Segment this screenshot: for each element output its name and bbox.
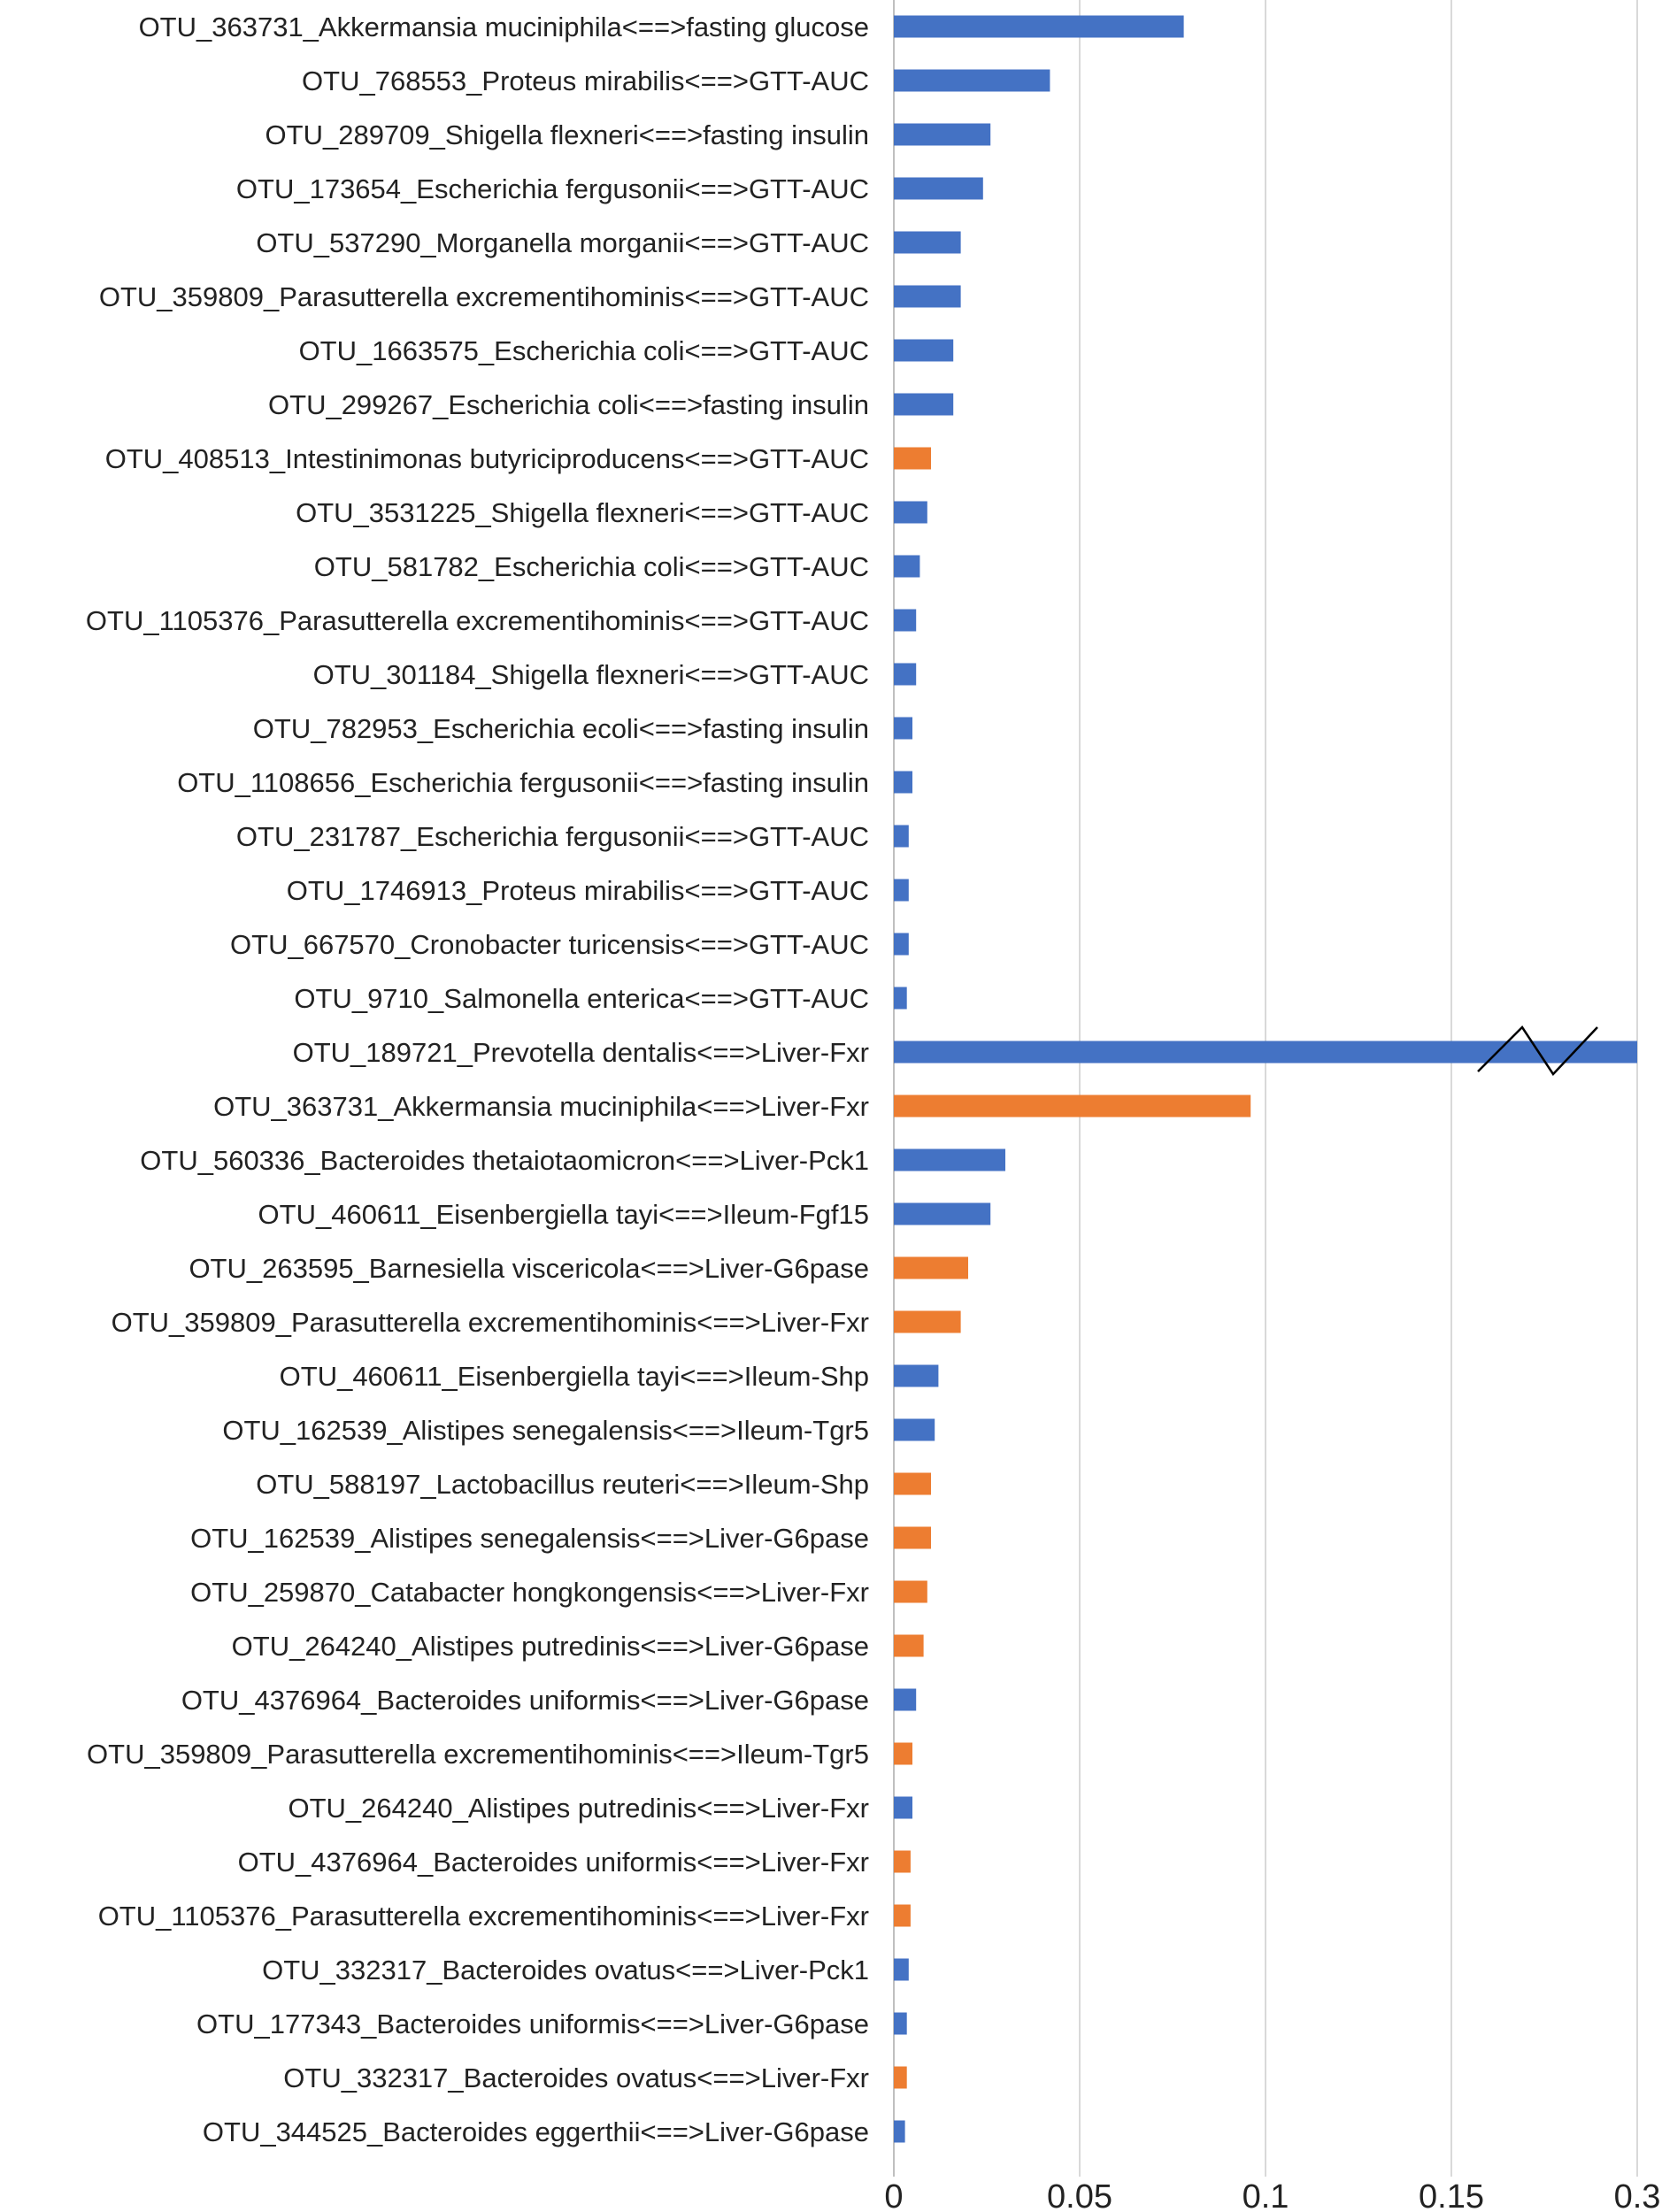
category-label: OTU_359809_Parasutterella excrementihomi… <box>87 1739 869 1770</box>
category-label: OTU_289709_Shigella flexneri<==>fasting … <box>265 119 869 150</box>
bar <box>894 2120 905 2143</box>
bar <box>894 1418 935 1441</box>
category-label: OTU_259870_Catabacter hongkongensis<==>L… <box>190 1577 869 1608</box>
category-label: OTU_173654_Escherichia fergusonii<==>GTT… <box>236 173 869 204</box>
bar <box>894 1041 1637 1064</box>
bar <box>894 1688 917 1711</box>
category-label: OTU_189721_Prevotella dentalis<==>Liver-… <box>293 1037 869 1068</box>
category-label: OTU_560336_Bacteroides thetaiotaomicron<… <box>140 1145 869 1176</box>
bar <box>894 1364 939 1387</box>
category-label: OTU_3531225_Shigella flexneri<==>GTT-AUC <box>296 497 869 528</box>
bar <box>894 2066 907 2089</box>
axis-break-marker <box>1477 1025 1598 1077</box>
bar <box>894 825 909 848</box>
category-label: OTU_344525_Bacteroides eggerthii<==>Live… <box>203 2116 869 2147</box>
bar <box>894 393 954 416</box>
x-axis-tick-labels: 0 0.05 0.1 0.15 0.3 <box>884 2178 1660 2212</box>
category-label: OTU_1105376_Parasutterella excrementihom… <box>98 1901 869 1932</box>
category-label: OTU_1746913_Proteus mirabilis<==>GTT-AUC <box>287 875 869 906</box>
category-label: OTU_332317_Bacteroides ovatus<==>Liver-P… <box>262 1955 869 1985</box>
category-label: OTU_768553_Proteus mirabilis<==>GTT-AUC <box>302 65 869 96</box>
bar <box>894 609 917 632</box>
bar <box>894 771 912 794</box>
bar <box>894 1850 911 1873</box>
category-label: OTU_301184_Shigella flexneri<==>GTT-AUC <box>313 659 869 690</box>
bar <box>894 1958 909 1981</box>
gridlines <box>893 0 1638 2177</box>
bar <box>894 1472 931 1495</box>
bar <box>894 663 917 686</box>
bar <box>894 231 961 254</box>
bar <box>894 1742 912 1765</box>
bar <box>894 339 954 362</box>
bar <box>894 1796 912 1819</box>
category-label: OTU_9710_Salmonella enterica<==>GTT-AUC <box>294 983 869 1014</box>
bar <box>894 447 931 470</box>
category-label: OTU_264240_Alistipes putredinis<==>Liver… <box>232 1631 869 1662</box>
bar <box>894 123 991 146</box>
category-label: OTU_1105376_Parasutterella excrementihom… <box>86 605 869 636</box>
bar <box>894 177 983 200</box>
category-label: OTU_667570_Cronobacter turicensis<==>GTT… <box>230 929 869 960</box>
bars <box>894 15 1637 2143</box>
bar <box>894 555 920 578</box>
axis-break-zigzag <box>1477 1025 1598 1077</box>
x-tick-label: 0 <box>884 2178 903 2212</box>
category-label: OTU_588197_Lactobacillus reuteri<==>Ileu… <box>256 1469 869 1500</box>
category-label: OTU_1663575_Escherichia coli<==>GTT-AUC <box>299 335 869 366</box>
bar <box>894 285 961 308</box>
x-tick-label: 0.15 <box>1419 2178 1484 2212</box>
category-label: OTU_263595_Barnesiella viscericola<==>Li… <box>189 1253 869 1284</box>
bar <box>894 501 927 524</box>
category-label: OTU_264240_Alistipes putredinis<==>Liver… <box>288 1793 869 1824</box>
bar <box>894 1202 991 1225</box>
bar <box>894 1904 911 1927</box>
x-tick-label: 0.3 <box>1614 2178 1661 2212</box>
bar <box>894 1634 924 1657</box>
bar <box>894 933 909 956</box>
category-label: OTU_359809_Parasutterella excrementihomi… <box>99 281 869 312</box>
category-label: OTU_408513_Intestinimonas butyriciproduc… <box>105 443 869 474</box>
category-label: OTU_460611_Eisenbergiella tayi<==>Ileum-… <box>258 1199 869 1230</box>
bar <box>894 69 1050 92</box>
bar <box>894 1310 961 1333</box>
bar <box>894 2012 907 2035</box>
bar <box>894 15 1184 38</box>
category-label: OTU_537290_Morganella morganii<==>GTT-AU… <box>256 227 869 258</box>
bar <box>894 1580 927 1603</box>
bar <box>894 1148 1005 1171</box>
category-label: OTU_363731_Akkermansia muciniphila<==>Li… <box>213 1091 869 1122</box>
category-label: OTU_4376964_Bacteroides uniformis<==>Liv… <box>181 1685 869 1716</box>
category-labels: OTU_363731_Akkermansia muciniphila<==>fa… <box>86 12 869 2147</box>
bar <box>894 879 909 902</box>
category-label: OTU_581782_Escherichia coli<==>GTT-AUC <box>314 551 869 582</box>
category-label: OTU_1108656_Escherichia fergusonii<==>fa… <box>177 767 869 798</box>
x-tick-label: 0.1 <box>1243 2178 1289 2212</box>
category-label: OTU_162539_Alistipes senegalensis<==>Ile… <box>222 1415 869 1446</box>
category-label: OTU_363731_Akkermansia muciniphila<==>fa… <box>139 12 869 42</box>
x-tick-label: 0.05 <box>1047 2178 1112 2212</box>
category-label: OTU_177343_Bacteroides uniformis<==>Live… <box>196 2008 869 2039</box>
category-label: OTU_359809_Parasutterella excrementihomi… <box>112 1307 869 1338</box>
bar <box>894 1094 1251 1118</box>
category-label: OTU_231787_Escherichia fergusonii<==>GTT… <box>236 821 869 852</box>
bar <box>894 1256 968 1279</box>
bar <box>894 987 907 1010</box>
category-label: OTU_782953_Escherichia ecoli<==>fasting … <box>253 713 869 744</box>
category-label: OTU_4376964_Bacteroides uniformis<==>Liv… <box>238 1847 869 1878</box>
category-label: OTU_299267_Escherichia coli<==>fasting i… <box>268 389 869 420</box>
bar <box>894 1526 931 1549</box>
category-label: OTU_460611_Eisenbergiella tayi<==>Ileum-… <box>280 1361 869 1392</box>
category-label: OTU_332317_Bacteroides ovatus<==>Liver-F… <box>283 2062 869 2093</box>
category-label: OTU_162539_Alistipes senegalensis<==>Liv… <box>190 1523 869 1554</box>
bar <box>894 717 912 740</box>
